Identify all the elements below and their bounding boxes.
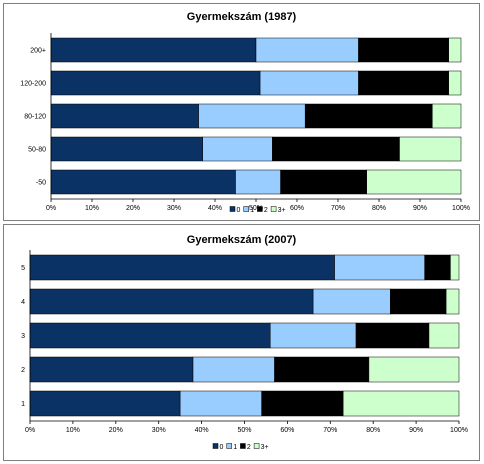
bar-segment-120-200-series-0	[50, 70, 261, 96]
x-tick-label: 50%	[249, 205, 263, 212]
x-tick-label: 60%	[280, 427, 294, 434]
category-tick-label: 120-200	[20, 81, 46, 88]
bar-segment-80-120-series-3+	[432, 103, 462, 129]
bar-segment-2-series-3+	[368, 356, 460, 383]
bar-segment-2-series-0	[29, 356, 194, 383]
legend-label: 3+	[261, 444, 269, 451]
bar-segment--50-series-0	[50, 169, 236, 195]
category-tick-label: 5	[21, 265, 25, 272]
x-tick-label: 0%	[46, 205, 56, 212]
chart-title: Gyermekszám (1987)	[186, 11, 297, 23]
x-tick-label: 100%	[452, 205, 470, 212]
bar-segment-5-series-3+	[450, 254, 460, 281]
bar-segment-50-80-series-0	[50, 136, 203, 162]
bar-segment-120-200-series-3+	[448, 70, 462, 96]
legend-swatch	[240, 443, 246, 449]
bar-segment-5-series-0	[29, 254, 335, 281]
x-tick-label: 100%	[450, 427, 468, 434]
chart-panel-1987: Gyermekszám (1987) 200+ 120-200 80-120 50-8…	[3, 3, 480, 221]
bar-segment-4-series-3+	[445, 288, 460, 315]
category-tick-label: 200+	[30, 48, 46, 55]
bar-segment-4-series-2	[390, 288, 447, 315]
x-tick-label: 70%	[323, 427, 337, 434]
bar-segment-2-series-1	[192, 356, 275, 383]
x-tick-label: 80%	[372, 205, 386, 212]
category-tick-label: 50-80	[28, 147, 46, 154]
x-tick-label: 90%	[413, 205, 427, 212]
x-tick-label: 90%	[409, 427, 423, 434]
stacked-bar-chart-1987: 200+ 120-200 80-120 50-80 -50 0% 10% 20% 30% 40% 5…	[20, 33, 470, 214]
legend-label: 1	[250, 207, 254, 214]
x-tick-label: 20%	[109, 427, 123, 434]
bar-segment-1-series-3+	[342, 390, 460, 417]
x-tick-label: 30%	[167, 205, 181, 212]
category-tick-label: -50	[36, 180, 46, 187]
legend-swatch	[212, 443, 219, 449]
category-tick-label: 80-120	[24, 114, 46, 121]
bar-segment--50-series-1	[235, 169, 281, 195]
bar-segment-1-series-2	[261, 390, 344, 417]
legend-label: 3+	[278, 207, 286, 214]
legend-label: 0	[237, 207, 241, 214]
bar-segment-4-series-1	[312, 288, 391, 315]
category-tick-label: 4	[21, 299, 25, 306]
x-tick-label: 10%	[85, 205, 99, 212]
legend-label: 2	[264, 207, 268, 214]
legend-swatch	[226, 443, 232, 449]
legend-swatch	[243, 206, 249, 212]
x-tick-label: 70%	[331, 205, 345, 212]
bar-segment-3-series-3+	[428, 322, 460, 349]
bar-segment-200+-series-1	[255, 37, 359, 63]
legend-swatch	[270, 206, 277, 212]
legend-swatch	[253, 443, 260, 449]
x-tick-label: 30%	[152, 427, 166, 434]
bar-segment--50-series-2	[280, 169, 367, 195]
legend-swatch	[229, 206, 236, 212]
x-tick-label: 10%	[66, 427, 80, 434]
x-tick-label: 0%	[25, 427, 35, 434]
x-tick-label: 40%	[195, 427, 209, 434]
bar-segment-200+-series-3+	[448, 37, 462, 63]
chart-panel-2007: Gyermekszám (2007) 5 4 3 2 1 0% 10% 20% 30% 40% 50…	[3, 224, 480, 461]
bar-segment-5-series-1	[334, 254, 425, 281]
legend-swatch	[257, 206, 263, 212]
bar-segment-200+-series-0	[50, 37, 257, 63]
bar-segment-80-120-series-0	[50, 103, 199, 129]
bar-segment-3-series-1	[269, 322, 357, 349]
bar-segment-120-200-series-2	[358, 70, 449, 96]
x-tick-label: 60%	[290, 205, 304, 212]
bar-segment-5-series-2	[424, 254, 451, 281]
bar-segment-120-200-series-1	[259, 70, 359, 96]
x-tick-label: 20%	[126, 205, 140, 212]
legend-label: 1	[233, 444, 237, 451]
category-tick-label: 2	[21, 367, 25, 374]
category-tick-label: 1	[21, 401, 25, 408]
legend-label: 0	[220, 444, 224, 451]
legend-label: 2	[247, 444, 251, 451]
bar-segment-80-120-series-2	[304, 103, 433, 129]
x-tick-label: 50%	[237, 427, 251, 434]
chart-title: Gyermekszám (2007)	[186, 234, 297, 246]
x-tick-label: 40%	[208, 205, 222, 212]
bar-segment-50-80-series-2	[272, 136, 400, 162]
category-tick-label: 3	[21, 333, 25, 340]
bar-segment-3-series-2	[355, 322, 430, 349]
bar-segment-50-80-series-1	[202, 136, 273, 162]
bar-segment-200+-series-2	[358, 37, 449, 63]
bar-segment-1-series-0	[29, 390, 181, 417]
bar-segment-2-series-2	[274, 356, 370, 383]
bar-segment-4-series-0	[29, 288, 314, 315]
x-tick-label: 80%	[366, 427, 380, 434]
bar-segment-3-series-0	[29, 322, 271, 349]
bar-segment-50-80-series-3+	[399, 136, 462, 162]
bar-segment-80-120-series-1	[198, 103, 306, 129]
bar-segment-1-series-1	[179, 390, 262, 417]
bar-segment--50-series-3+	[366, 169, 462, 195]
